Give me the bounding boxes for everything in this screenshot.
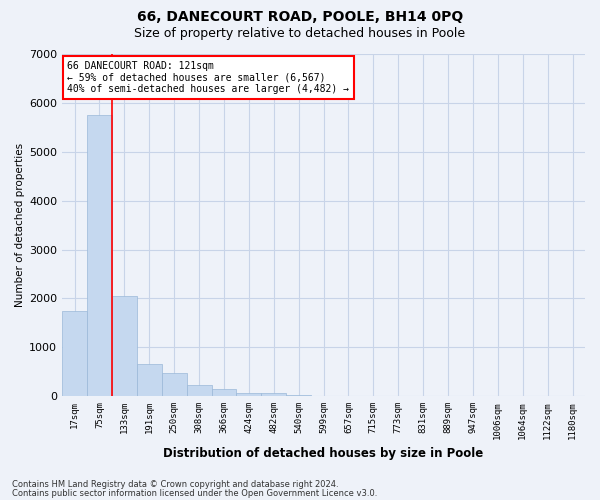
Text: Contains public sector information licensed under the Open Government Licence v3: Contains public sector information licen… bbox=[12, 488, 377, 498]
X-axis label: Distribution of detached houses by size in Poole: Distribution of detached houses by size … bbox=[163, 447, 484, 460]
Bar bbox=[162, 372, 187, 396]
Text: Size of property relative to detached houses in Poole: Size of property relative to detached ho… bbox=[134, 28, 466, 40]
Bar bbox=[236, 393, 262, 396]
Text: 66 DANECOURT ROAD: 121sqm
← 59% of detached houses are smaller (6,567)
40% of se: 66 DANECOURT ROAD: 121sqm ← 59% of detac… bbox=[67, 61, 349, 94]
Bar bbox=[112, 296, 137, 396]
Bar bbox=[137, 364, 162, 396]
Bar bbox=[62, 310, 87, 396]
Text: Contains HM Land Registry data © Crown copyright and database right 2024.: Contains HM Land Registry data © Crown c… bbox=[12, 480, 338, 489]
Bar bbox=[87, 115, 112, 396]
Text: 66, DANECOURT ROAD, POOLE, BH14 0PQ: 66, DANECOURT ROAD, POOLE, BH14 0PQ bbox=[137, 10, 463, 24]
Bar bbox=[212, 389, 236, 396]
Bar bbox=[262, 393, 286, 396]
Bar bbox=[187, 386, 212, 396]
Y-axis label: Number of detached properties: Number of detached properties bbox=[15, 143, 25, 307]
Bar bbox=[286, 395, 311, 396]
